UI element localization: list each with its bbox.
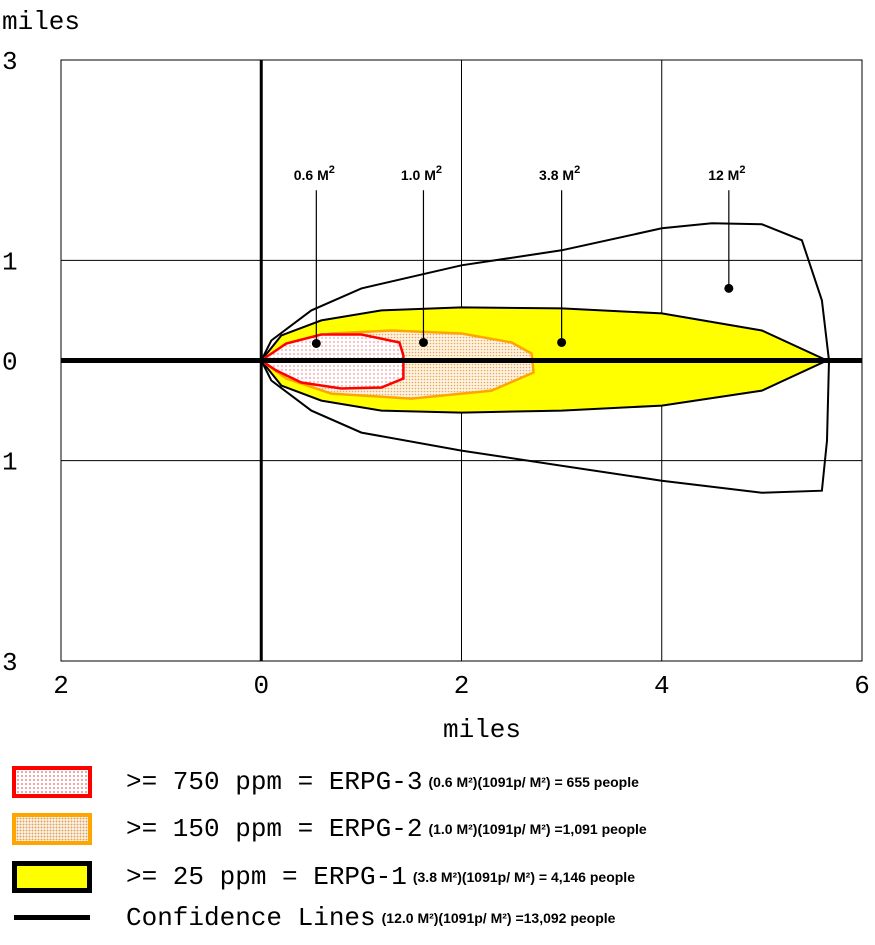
plot-area: 2 0 2 4 6 3 1 0 1 3 0.6 M2 1.0 M2 3.8 M2 12 M2 — [2, 47, 870, 701]
legend-item-confidence: Confidence Lines (12.0 M²)(1091p/ M²) =1… — [12, 898, 615, 938]
y-tick-label: 0 — [2, 348, 18, 378]
area-point — [418, 337, 428, 347]
legend-item-erpg1: >= 25 ppm = ERPG-1 (3.8 M²)(1091p/ M²) =… — [12, 857, 635, 897]
y-tick-label: 3 — [2, 648, 18, 678]
y-tick-label: 1 — [2, 448, 18, 478]
legend-detail-erpg3: (0.6 M²)(1091p/ M²) = 655 people — [428, 774, 639, 790]
x-axis-label: miles — [443, 715, 521, 745]
legend-main-erpg2: >= 150 ppm = ERPG-2 — [126, 814, 423, 844]
legend-main-confidence: Confidence Lines — [126, 903, 376, 933]
confidence-line-swatch — [12, 902, 92, 934]
legend-detail-confidence: (12.0 M²)(1091p/ M²) =13,092 people — [381, 910, 616, 926]
legend-main-erpg3: >= 750 ppm = ERPG-3 — [126, 767, 423, 797]
area-point — [724, 283, 734, 293]
area-label: 12 M2 — [708, 164, 745, 183]
erpg3-swatch — [12, 766, 92, 798]
area-label: 3.8 M2 — [539, 164, 580, 183]
legend-item-erpg2: >= 150 ppm = ERPG-2 (1.0 M²)(1091p/ M²) … — [12, 809, 647, 849]
x-tick-label: 0 — [253, 671, 269, 701]
confidence-line — [260, 222, 831, 494]
area-label: 0.6 M2 — [294, 164, 335, 183]
area-point — [311, 338, 321, 348]
y-axis-label: miles — [2, 7, 80, 37]
legend-detail-erpg2: (1.0 M²)(1091p/ M²) =1,091 people — [428, 821, 647, 837]
x-tick-label: 4 — [654, 671, 670, 701]
y-tick-label: 3 — [2, 47, 18, 77]
legend-detail-erpg1: (3.8 M²)(1091p/ M²) = 4,146 people — [412, 869, 635, 885]
legend-item-erpg3: >= 750 ppm = ERPG-3 (0.6 M²)(1091p/ M²) … — [12, 762, 639, 802]
x-tick-label: 2 — [454, 671, 470, 701]
area-label: 1.0 M2 — [401, 164, 442, 183]
x-tick-label: 2 — [53, 671, 69, 701]
x-tick-label: 6 — [854, 671, 870, 701]
erpg1-swatch — [12, 861, 92, 893]
plume-chart: miles miles 2 0 2 4 6 3 1 0 1 3 0.6 M2 1.0 M2 3.8 M2… — [2, 7, 870, 745]
y-tick-label: 1 — [2, 247, 18, 277]
erpg2-swatch — [12, 813, 92, 845]
legend-main-erpg1: >= 25 ppm = ERPG-1 — [126, 862, 407, 892]
area-point — [557, 337, 567, 347]
